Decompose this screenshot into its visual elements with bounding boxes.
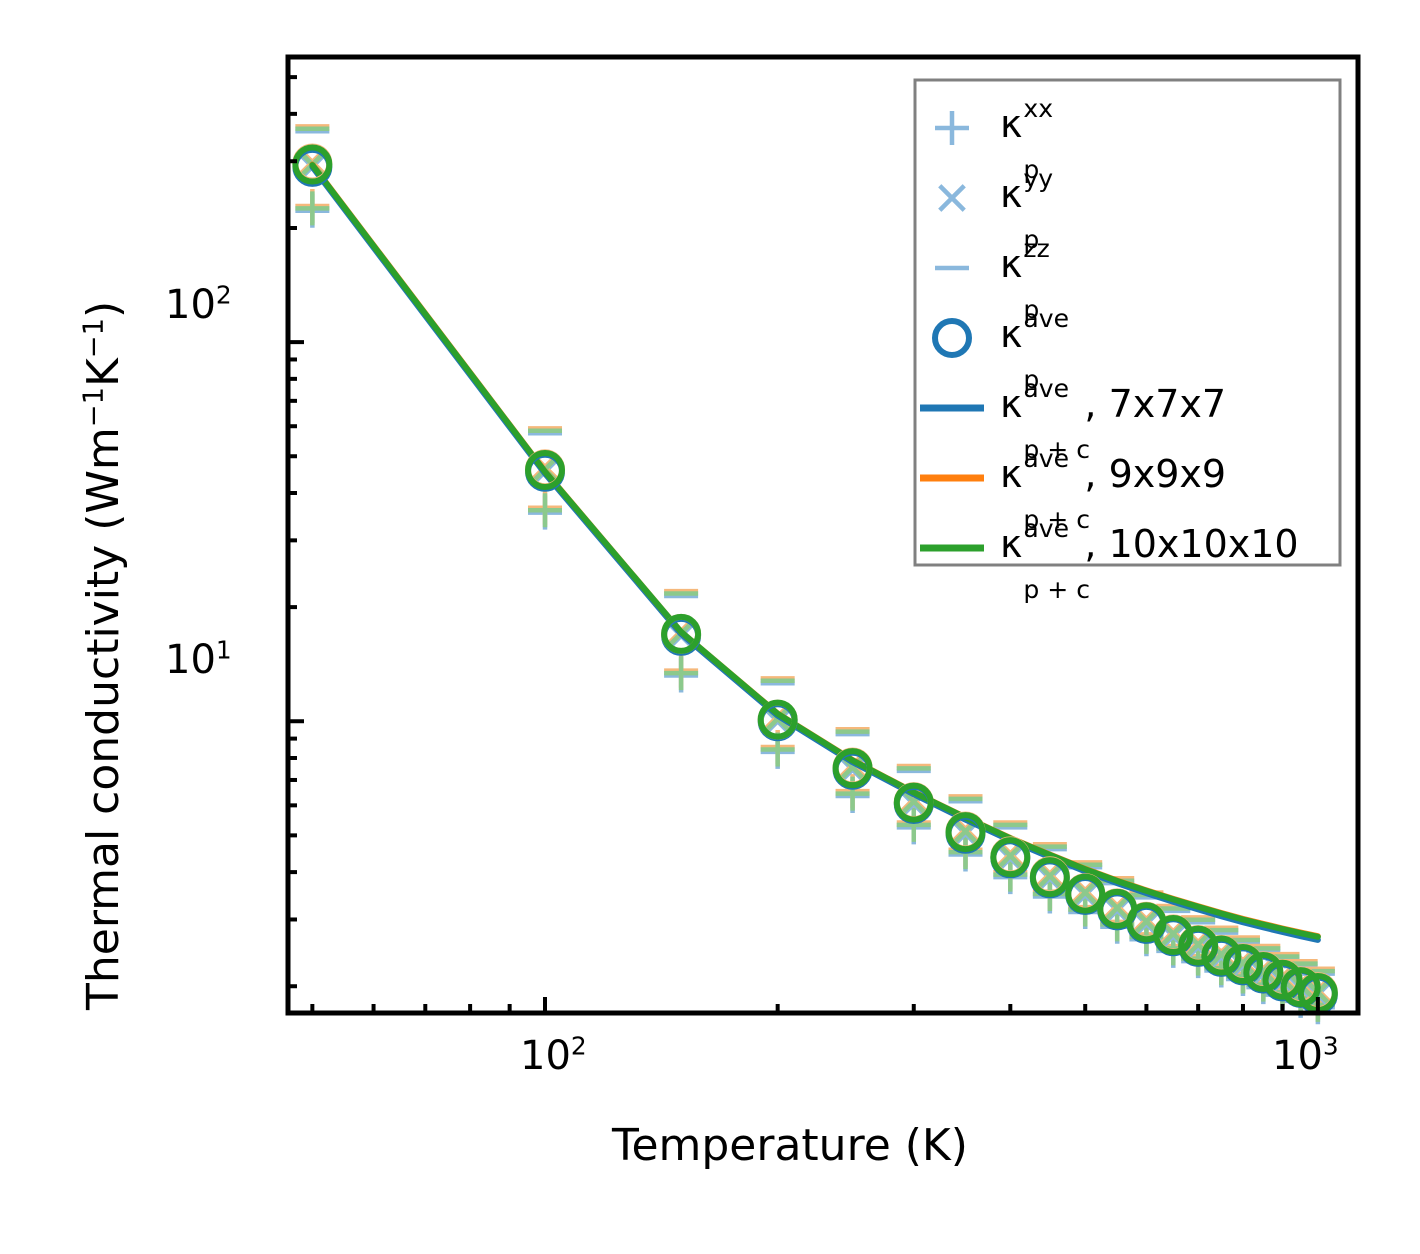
legend-entry-label: κ ave p + c, 7x7x7 [1000,373,1227,464]
legend-marker-layer [920,111,984,552]
legend-entry-label: κ ave p + c, 10x10x10 [1000,513,1299,604]
y-tick-label: 102 [165,280,232,328]
legend-marker-swatch [932,318,972,358]
legend-marker-swatch [938,184,966,212]
legend-entry-label: κ yy p [1000,163,1054,254]
axes-frame [285,54,1361,1016]
y-axis-title-tail: ) [78,300,129,318]
legend-marker-swatch [935,111,969,145]
data-series-layer [292,124,1338,1025]
line-series [309,162,1321,940]
y-axis-title-text: Thermal conductivity (Wm [78,427,129,1010]
legend-box [913,78,1342,567]
x-axis-title: Temperature (K) [612,1120,968,1171]
y-axis-title-exp1: −1 [78,387,110,428]
legend-entry-label: κ ave p [1000,303,1070,394]
y-tick-label: 101 [165,635,232,683]
legend-entry-label: κ ave p + c, 9x9x9 [1000,443,1227,534]
y-axis-title-mid: K [78,358,129,388]
x-tick-label: 102 [520,1031,587,1079]
x-tick-label: 103 [1272,1031,1339,1079]
circle-series [292,144,1338,1013]
y-axis-title-exp2: −1 [78,317,110,359]
legend-entry-label: κ zz p [1000,233,1050,324]
y-axis-title: Thermal conductivity (Wm−1K−1) [78,301,129,1010]
axes-frame-layer [285,54,1361,1016]
legend-entry-label: κ xx p [1000,93,1054,184]
